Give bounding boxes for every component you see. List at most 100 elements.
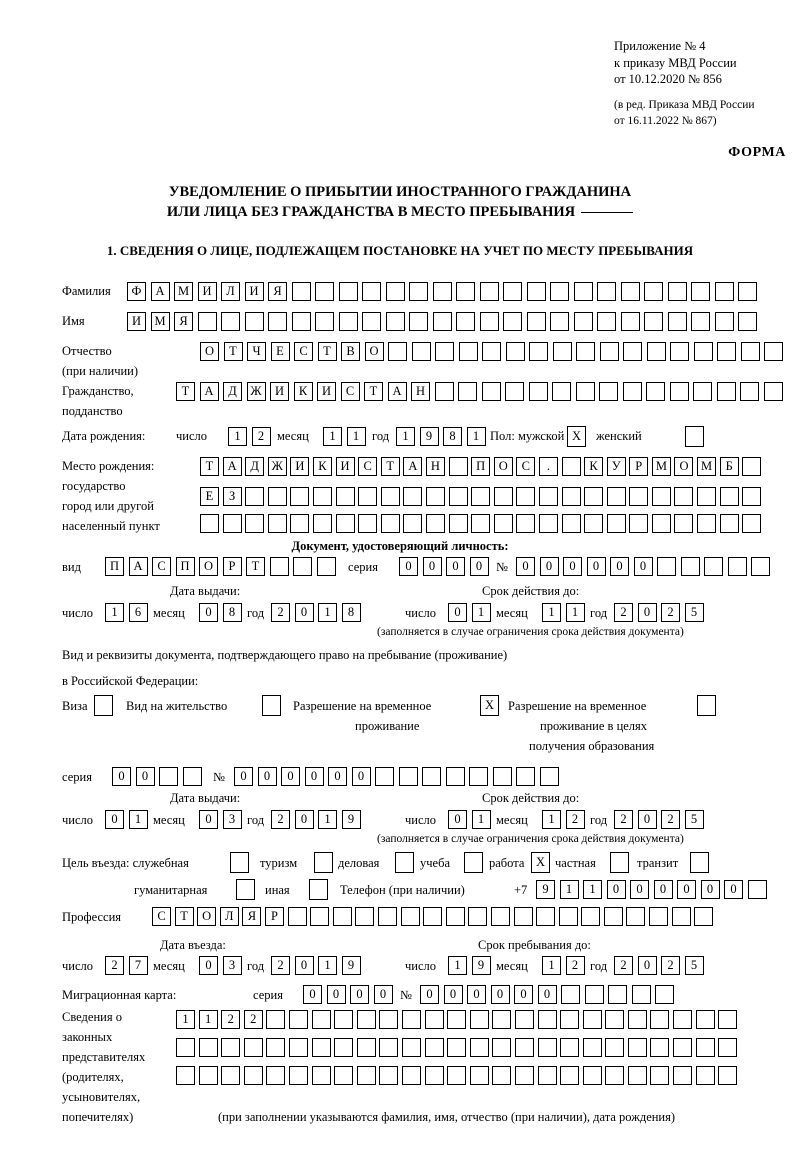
char-cell[interactable]: П [105, 557, 124, 576]
char-cell[interactable]: 1 [396, 427, 415, 446]
char-cell[interactable] [290, 514, 310, 533]
char-cell[interactable] [538, 487, 558, 506]
char-cell[interactable] [401, 1010, 421, 1029]
char-cell[interactable] [432, 312, 452, 331]
char-cell[interactable]: 0 [294, 956, 314, 975]
char-cell[interactable] [243, 1038, 263, 1057]
char-cell[interactable]: К [312, 457, 332, 476]
char-cell[interactable]: А [403, 457, 423, 476]
char-cell[interactable] [409, 282, 428, 301]
char-cell[interactable] [411, 342, 431, 361]
char-cell[interactable] [424, 1038, 444, 1057]
char-cell[interactable] [505, 382, 524, 401]
purpose-work-checkbox[interactable]: X [531, 852, 550, 873]
char-cell[interactable]: 2 [614, 956, 633, 975]
char-cell[interactable] [627, 1010, 647, 1029]
char-cell[interactable]: 2 [271, 810, 290, 829]
purpose-other-checkbox[interactable] [309, 879, 328, 900]
char-cell[interactable]: У [606, 457, 626, 476]
char-cell[interactable] [603, 907, 623, 926]
char-cell[interactable] [267, 514, 287, 533]
char-cell[interactable] [670, 342, 689, 361]
char-cell[interactable] [674, 487, 694, 506]
purpose-transit-checkbox[interactable] [690, 852, 709, 873]
char-cell[interactable] [514, 1010, 534, 1029]
char-cell[interactable]: 2 [661, 810, 680, 829]
char-cell[interactable] [493, 514, 513, 533]
char-cell[interactable]: Л [221, 282, 240, 301]
char-cell[interactable] [582, 1010, 602, 1029]
char-cell[interactable] [558, 907, 578, 926]
char-cell[interactable] [481, 382, 501, 401]
char-cell[interactable] [311, 1038, 331, 1057]
char-cell[interactable] [516, 514, 536, 533]
char-cell[interactable] [479, 282, 499, 301]
char-cell[interactable]: Д [223, 382, 242, 401]
char-cell[interactable]: О [200, 342, 219, 361]
char-cell[interactable] [623, 342, 642, 361]
char-cell[interactable]: 0 [446, 557, 465, 576]
char-cell[interactable]: 0 [304, 767, 324, 786]
char-cell[interactable]: О [199, 557, 218, 576]
char-cell[interactable]: 0 [294, 810, 314, 829]
char-cell[interactable]: 0 [514, 985, 533, 1004]
char-cell[interactable]: 0 [199, 956, 218, 975]
char-cell[interactable] [581, 907, 601, 926]
char-cell[interactable] [560, 1038, 580, 1057]
char-cell[interactable]: 6 [128, 603, 148, 622]
char-cell[interactable]: 0 [443, 985, 463, 1004]
char-cell[interactable] [631, 985, 651, 1004]
char-cell[interactable]: 0 [399, 557, 418, 576]
char-cell[interactable] [492, 1038, 512, 1057]
char-cell[interactable] [537, 1038, 557, 1057]
char-cell[interactable] [293, 557, 312, 576]
char-cell[interactable]: А [387, 382, 407, 401]
char-cell[interactable]: 0 [516, 557, 535, 576]
char-cell[interactable] [493, 487, 513, 506]
char-cell[interactable] [245, 487, 265, 506]
char-cell[interactable] [742, 457, 762, 476]
char-cell[interactable] [469, 1010, 489, 1029]
char-cell[interactable]: М [697, 457, 717, 476]
char-cell[interactable]: П [175, 557, 195, 576]
char-cell[interactable] [718, 1038, 738, 1057]
char-cell[interactable]: З [222, 487, 242, 506]
char-cell[interactable]: 0 [637, 603, 657, 622]
char-cell[interactable]: Я [174, 312, 193, 331]
char-cell[interactable] [380, 514, 400, 533]
char-cell[interactable]: 9 [419, 427, 439, 446]
char-cell[interactable]: А [150, 282, 170, 301]
char-cell[interactable] [266, 1066, 286, 1085]
char-cell[interactable]: 0 [294, 603, 314, 622]
char-cell[interactable] [650, 1066, 670, 1085]
char-cell[interactable]: 1 [318, 603, 337, 622]
char-cell[interactable]: 1 [542, 603, 561, 622]
char-cell[interactable] [159, 767, 178, 786]
char-cell[interactable]: С [294, 342, 313, 361]
char-cell[interactable] [667, 282, 687, 301]
char-cell[interactable] [334, 1038, 354, 1057]
char-cell[interactable] [550, 282, 569, 301]
char-cell[interactable]: 7 [128, 956, 148, 975]
char-cell[interactable]: Р [629, 457, 649, 476]
char-cell[interactable]: Т [364, 382, 383, 401]
char-cell[interactable] [747, 880, 767, 899]
char-cell[interactable] [458, 342, 478, 361]
char-cell[interactable] [197, 312, 217, 331]
char-cell[interactable]: 0 [234, 767, 253, 786]
char-cell[interactable]: 1 [466, 427, 486, 446]
char-cell[interactable] [599, 382, 618, 401]
char-cell[interactable] [503, 312, 522, 331]
char-cell[interactable] [482, 342, 501, 361]
char-cell[interactable]: 1 [565, 603, 585, 622]
char-cell[interactable] [375, 767, 394, 786]
char-cell[interactable] [335, 487, 355, 506]
char-cell[interactable]: Т [174, 907, 194, 926]
char-cell[interactable]: 5 [684, 810, 704, 829]
